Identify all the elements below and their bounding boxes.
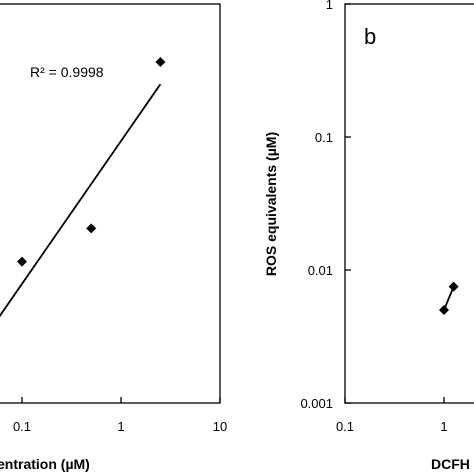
panel-b-letter: b [364, 24, 376, 49]
panel-a-series [0, 57, 166, 318]
panel-b-y-tick-label: 0.1 [315, 130, 333, 145]
panel-a-x-tick-label: 1 [117, 419, 124, 434]
panel-a-x-axis-title: entration (µM) [0, 456, 90, 472]
panel-a-x-ticks [21, 397, 221, 403]
panel-a-data-point [17, 256, 27, 267]
panel-a: 0.1 1 10 R² = 0.9998 entration (µM) [0, 3, 227, 472]
panel-b-data-point [448, 281, 459, 292]
panel-b-series-line [443, 286, 455, 311]
panel-b-x-tick-labels: 0.1 1 [336, 419, 448, 434]
panel-b-y-tick-label: 1 [326, 0, 333, 12]
panel-b-plot-frame [344, 3, 474, 404]
panel-a-data-point [86, 223, 97, 234]
panel-b-x-ticks [344, 397, 445, 403]
panel-a-plot-frame [0, 3, 221, 404]
panel-b-x-tick-label: 1 [440, 419, 447, 434]
panel-b-y-tick-label: 0.001 [300, 396, 333, 411]
panel-a-x-tick-label: 0.1 [13, 419, 31, 434]
panel-a-x-tick-label: 10 [213, 419, 227, 434]
panel-b-series [439, 281, 459, 316]
panel-b-x-tick-label: 0.1 [336, 419, 354, 434]
panel-a-r-squared-annotation: R² = 0.9998 [30, 64, 104, 80]
panel-b-x-axis-title: DCFH [431, 456, 470, 472]
panel-b-y-ticks [345, 3, 351, 404]
panel-b-data-point [439, 305, 449, 316]
panel-b-y-axis-title: ROS equivalents (µM) [263, 132, 279, 276]
panel-b-y-tick-label: 0.01 [308, 263, 333, 278]
panel-a-fit-line [0, 83, 162, 318]
panel-a-x-tick-labels: 0.1 1 10 [13, 419, 227, 434]
panel-b-y-tick-labels: 0.001 0.01 0.1 1 [300, 0, 333, 411]
panel-a-data-point [155, 57, 166, 67]
